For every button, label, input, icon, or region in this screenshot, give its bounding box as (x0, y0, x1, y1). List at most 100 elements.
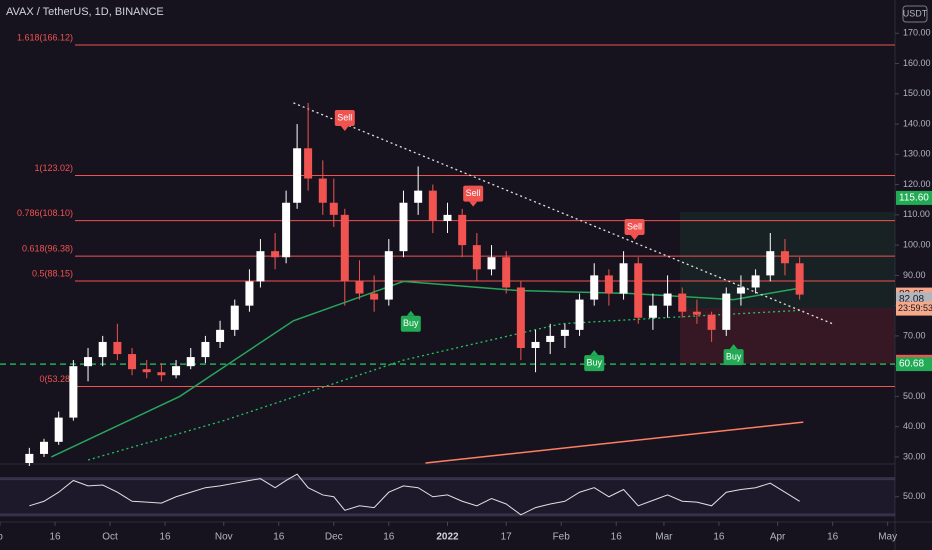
rsi-tick-label: 50.00 (903, 491, 926, 501)
signal-label: Sell (466, 188, 481, 198)
y-tick-label: 160.00 (903, 58, 931, 68)
chart-title: AVAX / TetherUS, 1D, BINANCE (6, 6, 164, 18)
x-tick-label: Feb (553, 532, 571, 543)
x-tick-label: 16 (49, 532, 61, 543)
candle-body (142, 369, 151, 373)
candle-body (201, 341, 210, 358)
candle-body (230, 305, 239, 330)
candle-body (40, 441, 49, 454)
countdown-bg (896, 301, 932, 316)
candle-body (590, 275, 599, 300)
y-tick-label: 120.00 (903, 179, 931, 189)
y-tick-label: 100.00 (903, 239, 931, 249)
currency-box[interactable] (902, 5, 928, 23)
candle-body (340, 214, 349, 282)
indicator-line (87, 309, 804, 461)
candle-body (575, 299, 584, 330)
candle-body (619, 263, 628, 294)
x-tick-label: May (878, 532, 897, 543)
fib-label: 1.618(166.12) (17, 32, 73, 42)
candle-body (216, 329, 225, 342)
x-tick-label: 16 (159, 532, 171, 543)
candle-body (604, 275, 613, 294)
candle-body (502, 257, 511, 288)
candle-body (271, 251, 280, 258)
candle-body (516, 287, 525, 349)
y-tick-label: 30.00 (903, 451, 926, 461)
indicator-line (425, 421, 804, 464)
y-tick-label: 170.00 (903, 28, 931, 38)
signal-box (723, 349, 744, 366)
indicator-line (51, 280, 804, 458)
x-tick-label: Dec (325, 532, 343, 543)
fib-label: 0.786(108.10) (17, 208, 73, 218)
signal-box (463, 185, 484, 202)
candle-body (692, 311, 701, 315)
x-tick-label: Apr (770, 532, 786, 543)
candle-body (98, 341, 107, 358)
price-tag (896, 190, 932, 205)
indicator-line (293, 102, 833, 325)
signal-box (334, 110, 355, 127)
y-tick-label: 40.00 (903, 421, 926, 431)
price-tag (896, 357, 932, 372)
fib-label: 0.5(88.15) (32, 268, 73, 278)
candle-body (560, 329, 569, 336)
candle-body (458, 214, 467, 246)
candle-body (172, 366, 181, 376)
x-tick-label: 16 (713, 532, 725, 543)
signal-label: Buy (403, 318, 419, 328)
candle-body (256, 251, 265, 282)
candle-body (329, 202, 338, 215)
signal-arrow (406, 310, 415, 316)
candle-body (113, 341, 122, 355)
candle-body (428, 190, 437, 221)
candle-body (736, 287, 745, 294)
signal-arrow (590, 350, 599, 356)
candle-body (472, 245, 481, 270)
stop-zone (680, 308, 895, 364)
candle-body (722, 293, 731, 330)
candle-body (84, 357, 93, 367)
candle-body (648, 305, 657, 318)
candle-body (157, 372, 166, 376)
candle-body (69, 366, 78, 418)
signal-box (400, 315, 421, 332)
candle-body (399, 202, 408, 252)
candle-body (531, 341, 540, 349)
x-tick-label: 16 (383, 532, 395, 543)
signal-box (584, 355, 605, 372)
x-tick-label: 16 (273, 532, 285, 543)
candle-body (707, 314, 716, 330)
rsi-band-bg (0, 478, 895, 515)
x-tick-label: 16 (827, 532, 839, 543)
candle-body (414, 190, 423, 203)
signal-box (624, 218, 645, 235)
y-tick-label: 110.00 (903, 209, 930, 219)
price-tag-label: 60.68 (899, 359, 924, 370)
fib-label: 1(123.02) (34, 163, 73, 173)
signal-arrow (630, 234, 639, 240)
currency[interactable]: USDT (903, 8, 928, 18)
candle-body (186, 357, 195, 367)
signal-arrow (729, 344, 738, 350)
candle-body (663, 293, 672, 306)
x-tick-label: 16 (611, 532, 623, 543)
candle-body (546, 335, 555, 342)
fib-label: 0(53.28) (39, 374, 73, 384)
x-tick-label: Mar (655, 532, 673, 543)
y-tick-label: 70.00 (903, 330, 926, 340)
candle-body (293, 148, 302, 203)
signal-label: Sell (627, 221, 642, 231)
candle-body (678, 293, 687, 312)
signal-label: Buy (726, 351, 742, 361)
signal-label: Buy (586, 358, 602, 368)
candle-body (384, 251, 393, 300)
candle-body (128, 354, 137, 370)
countdown: 23:59:53 (898, 303, 932, 313)
y-tick-label: 50.00 (903, 391, 926, 401)
x-tick-label: 17 (501, 532, 513, 543)
price-tag-label: 82.08 (899, 294, 924, 305)
candle-body (25, 453, 34, 463)
